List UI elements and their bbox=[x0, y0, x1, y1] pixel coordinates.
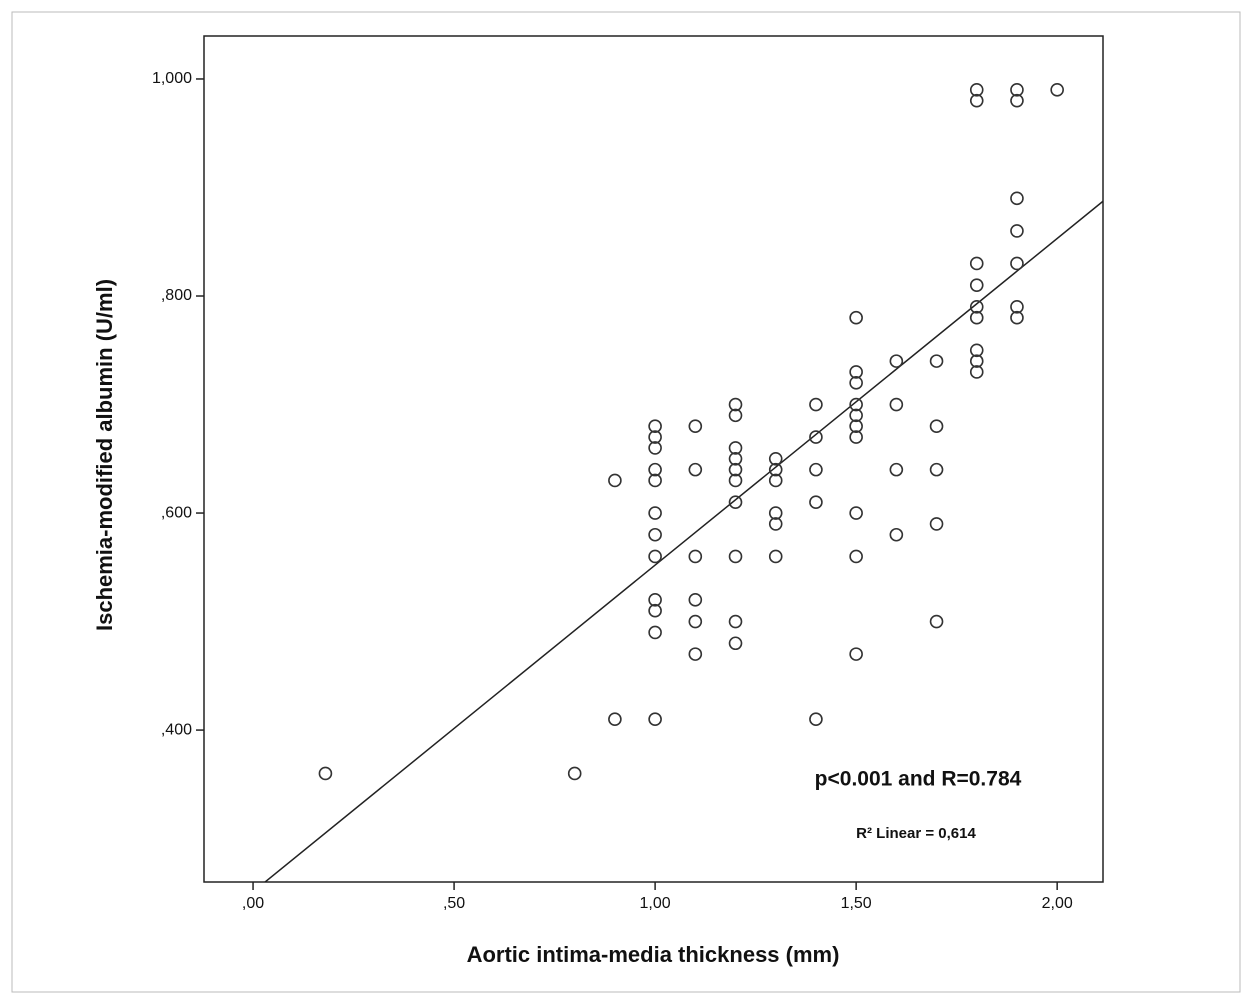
point bbox=[889, 462, 904, 477]
point bbox=[648, 527, 662, 542]
point bbox=[648, 430, 662, 444]
point bbox=[608, 712, 622, 727]
point bbox=[648, 506, 662, 520]
point bbox=[929, 517, 944, 531]
point bbox=[688, 614, 703, 629]
point bbox=[809, 712, 823, 727]
point bbox=[728, 451, 743, 466]
x-tick-label: ,50 bbox=[443, 895, 465, 912]
x-tick-label: ,00 bbox=[242, 895, 264, 912]
point bbox=[849, 397, 863, 412]
point bbox=[809, 495, 823, 509]
point bbox=[567, 766, 582, 781]
point bbox=[969, 310, 984, 325]
point bbox=[728, 495, 743, 509]
trend-line bbox=[263, 200, 1103, 882]
point bbox=[849, 310, 863, 325]
point bbox=[889, 397, 904, 412]
point bbox=[969, 278, 984, 292]
point bbox=[768, 451, 783, 466]
point bbox=[849, 506, 863, 520]
point bbox=[648, 603, 662, 618]
point bbox=[688, 462, 703, 477]
point bbox=[969, 300, 984, 314]
point bbox=[809, 430, 823, 444]
point bbox=[849, 365, 863, 379]
y-tick-label: ,600 bbox=[161, 504, 192, 521]
point bbox=[648, 473, 662, 488]
point bbox=[768, 462, 783, 477]
point bbox=[648, 625, 662, 640]
point bbox=[688, 549, 703, 564]
point bbox=[1010, 300, 1024, 314]
point bbox=[969, 256, 984, 271]
x-tick-label: 1,00 bbox=[640, 895, 671, 912]
point bbox=[728, 549, 743, 564]
frame bbox=[11, 11, 1241, 993]
point bbox=[728, 441, 743, 455]
point bbox=[849, 647, 863, 661]
point bbox=[648, 549, 662, 564]
y-tick-label: ,400 bbox=[161, 721, 192, 738]
point bbox=[969, 354, 984, 368]
point bbox=[768, 549, 783, 564]
point bbox=[728, 397, 743, 412]
y-axis-label: Ischemia-modified albumin (U/ml) bbox=[92, 279, 117, 631]
point bbox=[688, 593, 703, 607]
point bbox=[849, 549, 863, 564]
point bbox=[648, 441, 662, 455]
point bbox=[1010, 191, 1024, 206]
point bbox=[728, 473, 743, 488]
point bbox=[809, 462, 823, 477]
annotation: R² Linear = 0,614 bbox=[856, 825, 976, 842]
point bbox=[648, 593, 662, 607]
annotation: p<0.001 and R=0.784 bbox=[815, 768, 1022, 791]
point bbox=[849, 430, 863, 444]
point bbox=[648, 419, 662, 434]
point bbox=[969, 343, 984, 358]
point bbox=[728, 636, 743, 651]
point bbox=[648, 462, 662, 477]
point bbox=[849, 419, 863, 434]
point bbox=[1010, 224, 1024, 238]
point bbox=[929, 614, 944, 629]
y-tick-label: 1,000 bbox=[152, 70, 192, 87]
point bbox=[969, 365, 984, 379]
point bbox=[728, 614, 743, 629]
point bbox=[648, 712, 662, 727]
point bbox=[768, 517, 783, 531]
x-tick-label: 1,50 bbox=[841, 895, 872, 912]
point bbox=[849, 408, 863, 423]
point bbox=[929, 462, 944, 477]
point bbox=[969, 93, 984, 108]
point bbox=[728, 408, 743, 423]
point bbox=[688, 419, 703, 434]
point bbox=[889, 527, 904, 542]
x-tick-label: 2,00 bbox=[1042, 895, 1073, 912]
point bbox=[1010, 93, 1024, 108]
point bbox=[929, 419, 944, 434]
y-tick-label: ,800 bbox=[161, 287, 192, 304]
point bbox=[688, 647, 703, 661]
plot-area bbox=[203, 35, 1104, 883]
point bbox=[849, 376, 863, 390]
point bbox=[318, 766, 333, 781]
point bbox=[728, 462, 743, 477]
point bbox=[1010, 310, 1024, 325]
point bbox=[1010, 83, 1024, 97]
point bbox=[608, 473, 622, 488]
point bbox=[768, 506, 783, 520]
point bbox=[969, 83, 984, 97]
point bbox=[889, 354, 904, 368]
point bbox=[809, 397, 823, 412]
point bbox=[1010, 256, 1024, 271]
x-axis-label: Aortic intima-media thickness (mm) bbox=[467, 942, 840, 967]
point bbox=[768, 473, 783, 488]
point bbox=[929, 354, 944, 368]
point bbox=[1050, 83, 1064, 97]
